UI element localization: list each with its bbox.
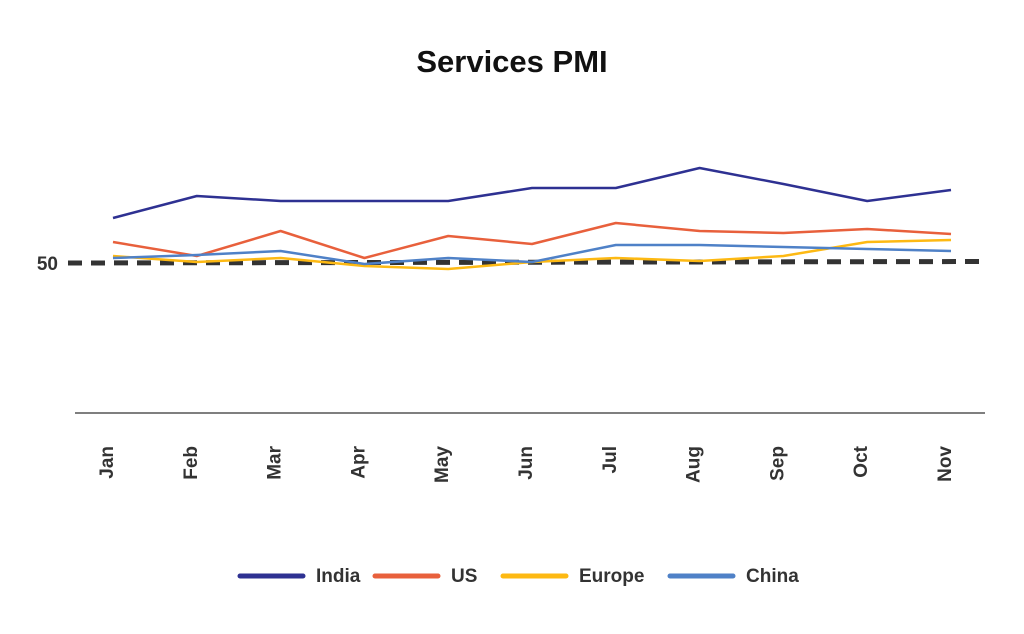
legend-item-india: India xyxy=(237,566,361,587)
x-tick-label: Jan xyxy=(97,446,118,479)
x-tick-label: Mar xyxy=(265,445,286,479)
x-tick-label: Jul xyxy=(600,446,621,473)
chart-title: Services PMI xyxy=(416,44,607,79)
legend-label: Europe xyxy=(579,566,644,587)
x-tick-label: May xyxy=(432,446,453,483)
x-tick-label: Sep xyxy=(767,446,788,481)
series-line-india xyxy=(112,166,952,220)
series-group xyxy=(112,166,952,271)
legend-label: China xyxy=(746,566,799,587)
x-tick-label: Oct xyxy=(851,445,872,477)
legend-item-china: China xyxy=(667,566,799,587)
legend-item-us: US xyxy=(372,566,477,587)
x-tick-label: Aug xyxy=(684,446,705,483)
reference-line-group xyxy=(67,259,986,266)
x-tick-labels: Jan Feb Mar Apr May Jun Jul Aug Sep Oct Nov xyxy=(97,445,956,483)
legend: India US Europe China xyxy=(237,566,799,587)
x-tick-label: Jun xyxy=(516,446,537,480)
x-tick-label: Nov xyxy=(935,446,956,482)
y-tick-label: 50 xyxy=(37,254,58,275)
x-tick-label: Apr xyxy=(348,445,369,478)
x-tick-label: Feb xyxy=(181,446,202,480)
legend-label: US xyxy=(451,566,477,587)
legend-item-europe: Europe xyxy=(500,566,644,587)
reference-line-50 xyxy=(67,259,986,266)
legend-label: India xyxy=(316,566,361,587)
